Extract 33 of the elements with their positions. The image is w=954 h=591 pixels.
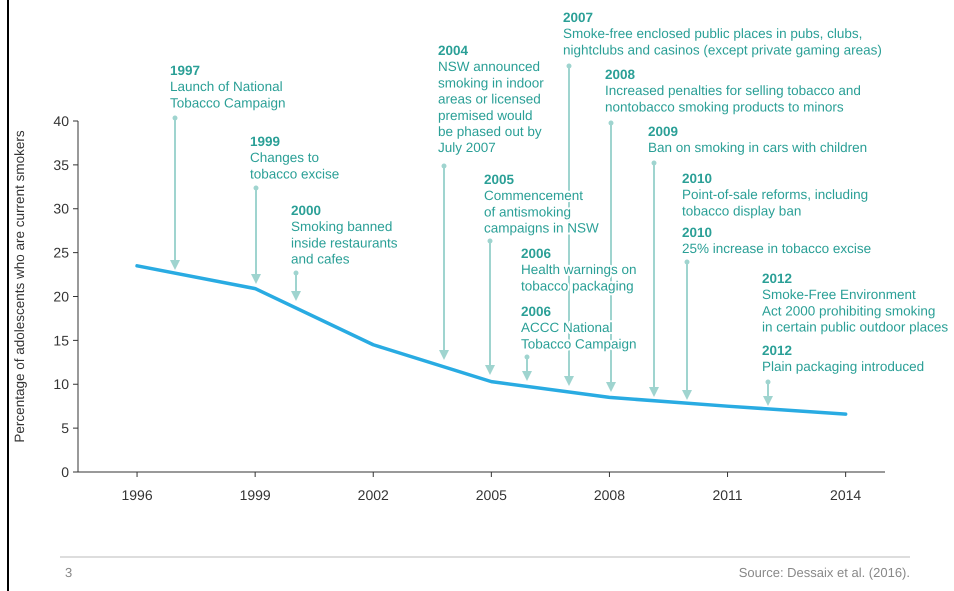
x-tick-label: 2014: [830, 487, 862, 503]
annotation: 2009 Ban on smoking in cars with children: [648, 124, 868, 156]
y-tick-label: 5: [61, 420, 70, 436]
text: 2008 Increased penalties for selling tobacco and nontobacco smoking products to minors: [605, 67, 861, 114]
x-tick-label: 2005: [476, 487, 508, 503]
y-tick-label: 10: [53, 376, 70, 392]
text: 3: [65, 565, 72, 580]
y-tick-label: 0: [61, 464, 70, 480]
annotation: 2000 Smoking banned inside restaurants and cafes: [291, 203, 398, 267]
x-tick-label: 1999: [240, 487, 271, 503]
annotation: 2010 Point-of-sale reforms, including tobacco display ban: [682, 171, 868, 218]
y-tick-label: 25: [53, 244, 70, 261]
y-axis-title: Percentage of adolescents who are current smokers: [12, 130, 27, 443]
y-tick-label: 35: [53, 156, 70, 173]
annotation: 2012 Plain packaging introduced: [762, 343, 924, 374]
y-tick-label: 40: [53, 112, 70, 129]
y-tick-label: 30: [53, 200, 70, 217]
text: 2007 Smoke-free enclosed public places in pubs, clubs, nightclubs and casinos (except private gaming areas): [563, 10, 882, 58]
annotation: 2006 Health warnings on tobacco packaging: [521, 246, 637, 294]
x-tick-label: 2002: [358, 487, 390, 503]
annotation: 2004 NSW announced smoking in indoor areas or licensed premised would be phased out by July 2007: [438, 43, 544, 156]
annotation: 1999 Changes to tobacco excise: [250, 134, 340, 182]
annotation: 2006 ACCC National Tobacco Campaign: [521, 304, 637, 352]
annotation: 2005 Commencement of antismoking campaigns in NSW: [484, 172, 600, 236]
text: 1997 Launch of National Tobacco Campaign: [170, 63, 286, 110]
annotation: 2010 25% increase in tobacco excise: [682, 225, 872, 256]
x-tick-label: 2008: [594, 487, 626, 503]
annotation: 2012 Smoke-Free Environment Act 2000 prohibiting smoking in certain public outdoor places: [762, 271, 948, 335]
source-note: Source: Dessaix et al. (2016).: [738, 565, 910, 580]
y-tick-label: 15: [53, 332, 70, 348]
x-tick-label: 1996: [121, 487, 153, 503]
x-tick-label: 2011: [712, 487, 743, 503]
y-tick-label: 20: [53, 288, 70, 304]
